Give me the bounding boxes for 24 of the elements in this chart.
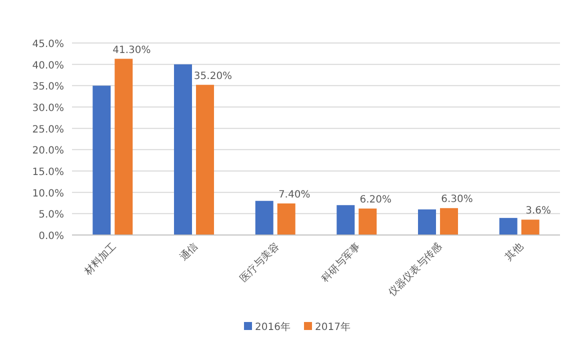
y-tick-label: 30.0% xyxy=(32,103,64,114)
data-label: 7.40% xyxy=(278,189,310,200)
x-tick-label: 科研与军事 xyxy=(318,240,363,284)
y-tick-label: 15.0% xyxy=(32,167,64,178)
y-tick-label: 35.0% xyxy=(32,82,64,93)
data-label: 6.20% xyxy=(360,194,392,206)
y-tick-label: 25.0% xyxy=(32,124,64,136)
x-tick-label: 仪器仪表与传感 xyxy=(386,240,444,299)
data-label: 6.30% xyxy=(441,194,473,206)
y-tick-label: 0.0% xyxy=(38,231,64,242)
y-tick-label: 10.0% xyxy=(32,188,64,200)
y-tick-label: 45.0% xyxy=(32,39,64,50)
legend-label: 2017年 xyxy=(315,321,350,333)
y-tick-label: 5.0% xyxy=(38,210,64,221)
data-label: 3.6% xyxy=(526,206,552,217)
data-label: 35.20% xyxy=(194,70,232,82)
x-tick-label: 其他 xyxy=(502,240,526,264)
legend-label: 2016年 xyxy=(255,321,290,333)
x-tick-label: 医疗与美容 xyxy=(238,240,282,284)
y-tick-label: 40.0% xyxy=(32,60,64,72)
data-label: 41.30% xyxy=(112,44,151,56)
y-tick-label: 20.0% xyxy=(32,146,64,157)
x-tick-label: 通信 xyxy=(177,240,200,264)
x-tick-label: 材料加工 xyxy=(81,240,119,278)
